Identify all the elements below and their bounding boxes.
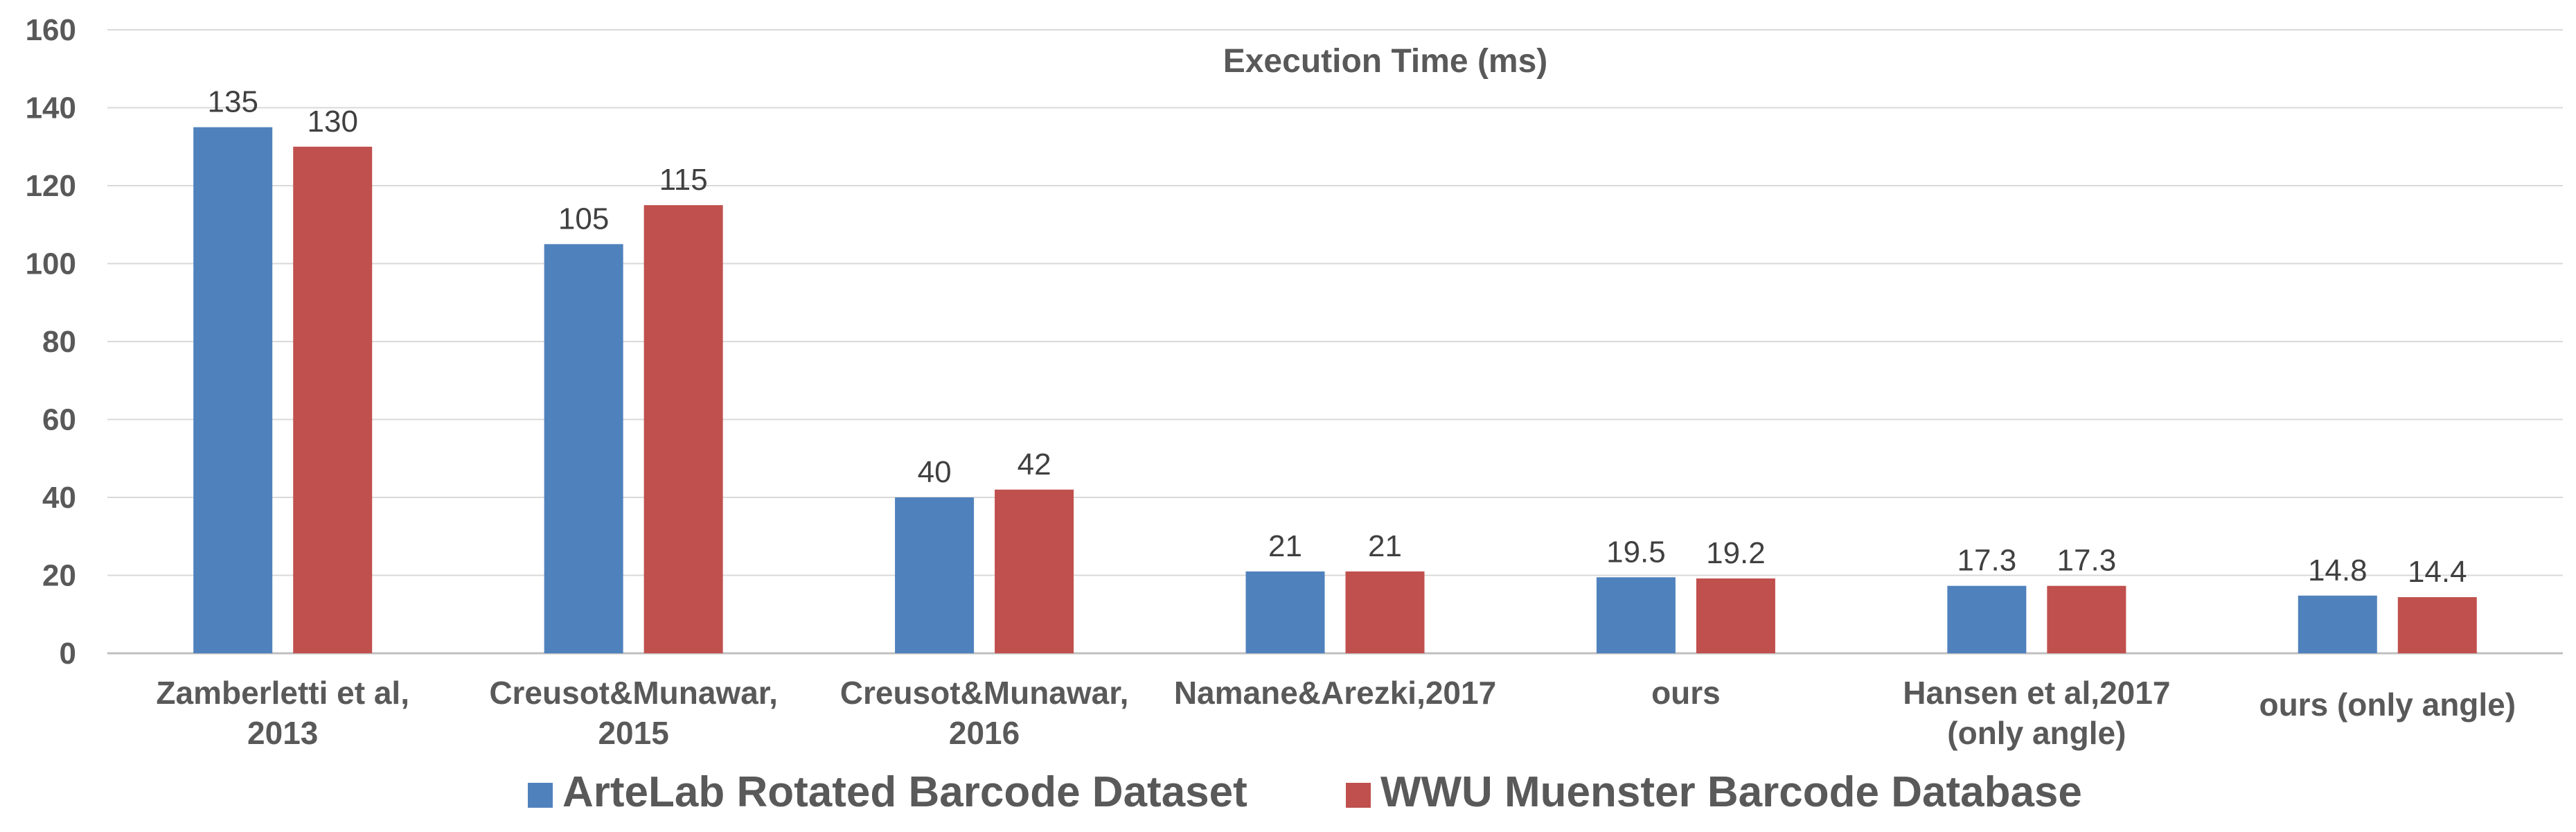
y-tick-label: 40: [42, 481, 76, 515]
x-tick-label: Namane&Arezki,2017: [1174, 675, 1496, 711]
data-label: 17.3: [1957, 544, 2017, 578]
data-labels: 135 130 105 115 40 42 21 21 19.5 19.2 17.3 17.3 14.8…: [208, 85, 2467, 589]
bar-artelab: [1245, 571, 1325, 653]
y-tick-label: 80: [42, 325, 76, 359]
legend-label: ArteLab Rotated Barcode Dataset: [562, 768, 1247, 816]
legend-swatch: [528, 783, 553, 808]
data-label: 19.5: [1606, 535, 1666, 569]
y-axis-ticks: 0 20 40 60 80 100 120 140 160: [26, 13, 76, 671]
bar-artelab: [193, 127, 273, 653]
y-tick-label: 60: [42, 403, 76, 437]
data-label: 115: [659, 163, 708, 197]
bar-artelab: [1947, 585, 2027, 653]
y-tick-label: 100: [26, 247, 76, 281]
x-tick-label: Hansen et al,2017 (only angle): [1903, 675, 2170, 751]
x-tick-label: Creusot&Munawar, 2015: [489, 675, 778, 751]
gridlines: [107, 29, 2563, 655]
y-tick-label: 140: [26, 91, 76, 125]
data-label: 130: [308, 105, 358, 139]
bar-wwu: [1345, 571, 1425, 653]
bar-artelab: [2298, 595, 2377, 653]
bar-artelab: [1596, 577, 1676, 653]
y-tick-label: 20: [42, 559, 76, 593]
data-label: 40: [918, 455, 952, 489]
data-label: 42: [1018, 448, 1051, 481]
data-label: 14.8: [2308, 554, 2368, 587]
bar-wwu: [643, 205, 723, 653]
x-tick-label: Creusot&Munawar, 2016: [840, 675, 1129, 751]
y-tick-label: 160: [26, 13, 76, 47]
data-label: 105: [558, 202, 609, 236]
x-axis-ticks: Zamberletti et al, 2013 Creusot&Munawar, 20…: [156, 675, 2516, 751]
chart-title: Execution Time (ms): [1223, 43, 1548, 80]
bar-wwu: [995, 489, 1074, 653]
legend-swatch: [1346, 783, 1371, 808]
data-label: 19.2: [1706, 536, 1766, 570]
y-tick-label: 0: [60, 637, 76, 671]
bars: [193, 127, 2477, 653]
bar-artelab: [895, 497, 975, 653]
bar-wwu: [293, 146, 373, 653]
data-label: 135: [208, 85, 258, 119]
x-tick-label: ours: [1651, 675, 1721, 711]
legend: ArteLab Rotated Barcode Dataset WWU Muens…: [528, 768, 2082, 816]
bar-wwu: [2397, 597, 2477, 653]
legend-label: WWU Muenster Barcode Database: [1380, 768, 2082, 816]
data-label: 17.3: [2057, 544, 2117, 578]
data-label: 14.4: [2408, 555, 2467, 589]
y-tick-label: 120: [26, 169, 76, 203]
x-tick-label: Zamberletti et al, 2013: [156, 675, 409, 751]
bar-wwu: [1696, 578, 1775, 653]
x-tick-label: ours (only angle): [2259, 687, 2516, 723]
bar-wwu: [2047, 585, 2126, 653]
bar-artelab: [544, 244, 623, 653]
data-label: 21: [1368, 529, 1402, 563]
data-label: 21: [1268, 529, 1302, 563]
